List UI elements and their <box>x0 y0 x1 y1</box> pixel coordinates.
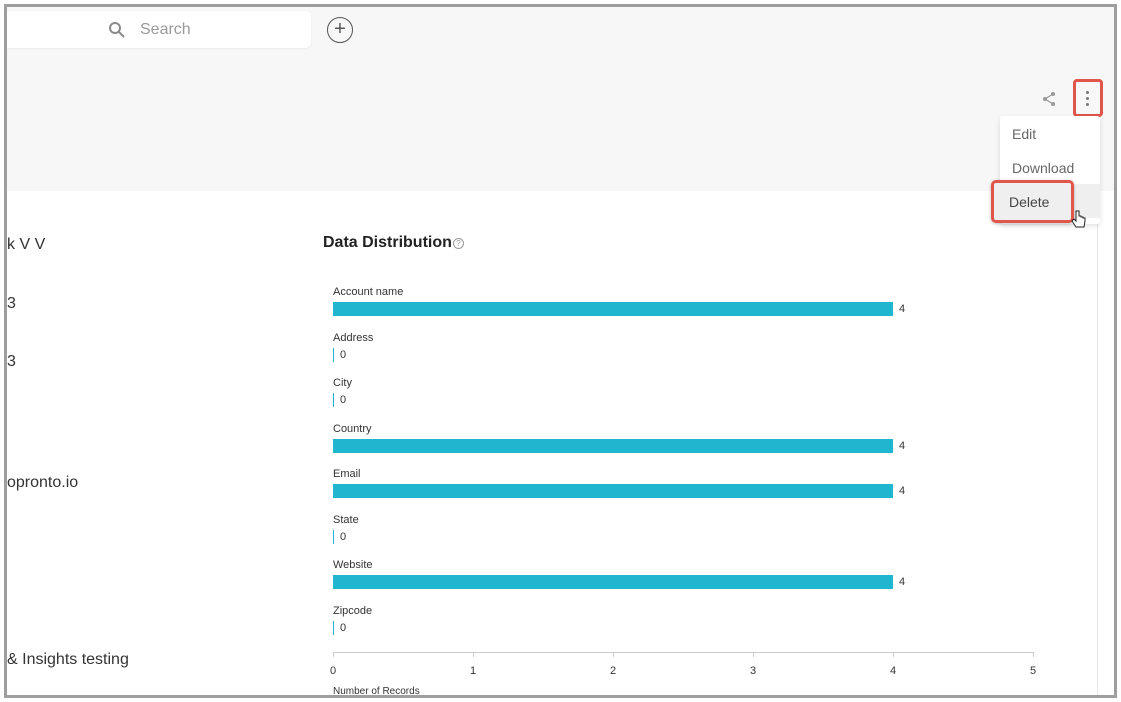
x-axis <box>333 652 1034 653</box>
x-axis-tick <box>1033 652 1034 657</box>
x-axis-tick <box>473 652 474 657</box>
chart-category-label: State <box>333 513 359 526</box>
search-placeholder[interactable]: Search <box>140 21 191 38</box>
chart-bar[interactable] <box>333 484 893 498</box>
chart-bar[interactable] <box>333 347 334 362</box>
chart-category-label: Account name <box>333 286 404 298</box>
section-title: Data Distribution <box>323 234 452 251</box>
x-axis-tick-label: 3 <box>750 665 757 677</box>
chart-value-label: 4 <box>899 576 906 588</box>
menu-item-delete[interactable]: Delete <box>991 180 1074 223</box>
chart-value-label: 0 <box>340 621 347 634</box>
chart-bar[interactable] <box>333 302 893 316</box>
chart-value-label: 4 <box>899 485 906 497</box>
x-axis-tick <box>753 652 754 657</box>
chart-value-label: 4 <box>899 303 906 315</box>
x-axis-label: Number of Records <box>333 686 420 697</box>
hand-cursor-icon <box>1071 210 1086 228</box>
chart-category-label: Country <box>333 422 372 435</box>
plus-circle-icon: + <box>334 18 346 40</box>
left-text-1: k V V <box>7 236 46 253</box>
chart-value-label: 0 <box>340 348 347 361</box>
chart-category-label: Address <box>333 331 374 344</box>
x-axis-tick-label: 0 <box>330 665 337 677</box>
x-axis-tick <box>333 652 334 657</box>
search-bar[interactable]: Search <box>7 11 311 48</box>
chart-category-label: Email <box>333 468 361 480</box>
add-button[interactable]: + <box>327 17 353 43</box>
app-frame: Search + k V V 3 3 opronto.io & Insights… <box>4 4 1117 698</box>
chart-bar[interactable] <box>333 620 334 635</box>
x-axis-tick <box>613 652 614 657</box>
chart-value-label: 0 <box>340 394 347 406</box>
left-text-2: 3 <box>7 295 16 312</box>
kebab-menu-icon <box>1086 91 1090 109</box>
chart-bar[interactable] <box>333 438 893 453</box>
menu-item-download[interactable]: Download <box>1012 160 1075 176</box>
left-text-3: 3 <box>7 353 16 370</box>
panel-divider <box>1097 222 1098 695</box>
chart-category-label: City <box>333 377 352 389</box>
chart-bar[interactable] <box>333 393 334 407</box>
search-icon <box>109 22 125 38</box>
left-text-5: & Insights testing <box>7 651 129 668</box>
more-options-button[interactable] <box>1073 79 1103 117</box>
share-icon[interactable] <box>1041 91 1057 107</box>
delete-label: Delete <box>1009 194 1050 210</box>
x-axis-tick-label: 1 <box>470 665 477 677</box>
x-axis-tick-label: 4 <box>890 665 897 677</box>
help-icon[interactable]: ? <box>453 238 464 249</box>
left-text-4: opronto.io <box>7 474 79 491</box>
page-header: Search + <box>7 7 1114 191</box>
chart-value-label: 4 <box>899 439 906 452</box>
chart-bar[interactable] <box>333 575 893 589</box>
chart-category-label: Zipcode <box>333 604 373 617</box>
chart-category-label: Website <box>333 559 373 571</box>
x-axis-tick-label: 5 <box>1030 665 1037 677</box>
x-axis-tick <box>893 652 894 657</box>
chart-bar[interactable] <box>333 529 334 544</box>
chart-value-label: 0 <box>340 530 347 543</box>
x-axis-tick-label: 2 <box>610 665 617 677</box>
menu-item-edit[interactable]: Edit <box>1012 126 1037 142</box>
